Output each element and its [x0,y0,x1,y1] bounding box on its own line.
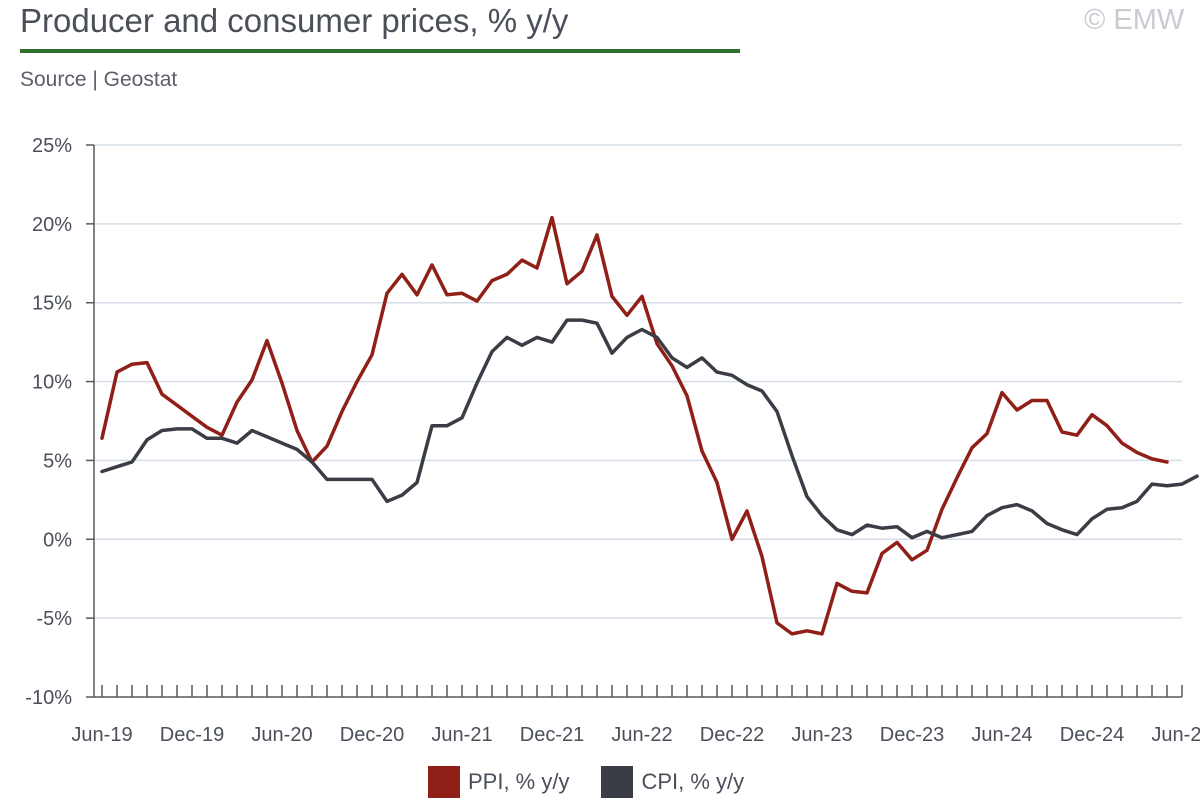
x-tick-label: Dec-20 [340,724,404,746]
y-tick-label: 20% [32,214,72,236]
chart-title: Producer and consumer prices, % y/y [20,2,569,39]
legend-swatch-cpi [601,766,634,798]
x-tick-label: Jun-25 [1151,724,1200,746]
ppi-series-line [100,215,1169,636]
y-tick-label: -5% [36,608,72,630]
chart-legend: PPI, % y/y CPI, % y/y [428,766,776,798]
y-tick-label: 5% [43,450,72,472]
x-tick-label: Dec-19 [160,724,224,746]
legend-swatch-ppi [428,766,460,798]
y-tick-label: -10% [25,687,72,709]
x-tick-label: Dec-21 [520,724,584,746]
cpi-series-line [100,318,1199,540]
x-tick-label: Dec-23 [880,724,944,746]
y-tick-label: 25% [32,135,72,157]
legend-label-cpi: CPI, % y/y [641,769,745,794]
x-tick-label: Dec-24 [1060,724,1124,746]
y-tick-label: 10% [32,372,72,394]
x-tick-label: Jun-23 [791,724,852,746]
copyright-watermark: © EMW [1084,4,1185,36]
title-underline [20,49,740,53]
legend-label-ppi: PPI, % y/y [468,769,570,794]
x-tick-label: Jun-21 [431,724,492,746]
source-label: Source | Geostat [20,68,178,91]
x-tick-label: Jun-24 [971,724,1032,746]
legend-item-cpi: CPI, % y/y [601,766,744,798]
x-tick-label: Jun-20 [251,724,312,746]
legend-item-ppi: PPI, % y/y [428,766,569,798]
y-tick-label: 15% [32,293,72,315]
x-tick-label: Jun-19 [71,724,132,746]
x-tick-label: Dec-22 [700,724,764,746]
x-tick-label: Jun-22 [611,724,672,746]
y-tick-label: 0% [43,529,72,551]
